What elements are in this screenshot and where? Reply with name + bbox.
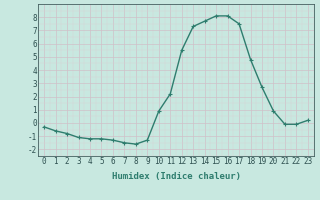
X-axis label: Humidex (Indice chaleur): Humidex (Indice chaleur) (111, 172, 241, 181)
